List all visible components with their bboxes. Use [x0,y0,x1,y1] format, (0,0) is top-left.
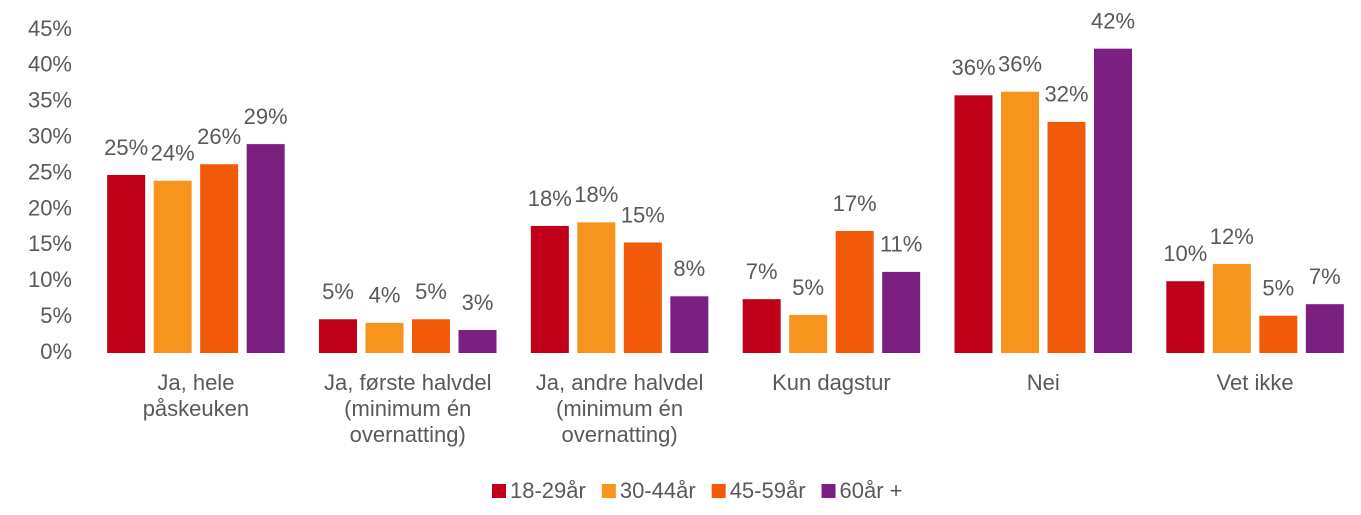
data-label: 7% [1309,264,1341,289]
data-label: 5% [322,279,354,304]
legend-swatch [492,484,506,498]
y-tick-label: 25% [28,159,72,184]
bar [1212,263,1251,353]
bar [954,95,993,353]
bar [1259,315,1298,353]
x-tick-label: Kun dagstur [772,370,891,395]
bar [1094,48,1132,353]
data-label: 15% [621,202,665,227]
data-label: 18% [528,186,572,211]
legend-swatch [601,484,616,498]
legend-swatch [821,484,836,498]
data-label: 7% [746,259,778,284]
legend-label: 18-29år [510,478,586,503]
data-label: 3% [462,290,494,315]
x-tick-label: Vet ikke [1216,370,1294,395]
bar [412,319,450,353]
data-label: 36% [951,55,995,80]
bar [789,314,828,353]
bar [835,230,874,353]
bar [742,299,781,353]
data-label: 11% [880,232,922,257]
data-label: 24% [151,141,195,166]
bar [246,144,285,353]
bar [1001,91,1039,354]
legend-swatch [711,484,726,498]
x-tick-label: Ja, første halvdel (minimum én overnatti… [323,370,492,447]
bar [530,225,569,353]
data-label: 25% [104,135,148,160]
y-tick-label: 45% [28,16,72,41]
bar [107,174,146,353]
bar [1166,281,1205,353]
data-label: 18% [574,182,618,207]
data-label: 4% [369,283,401,308]
x-tick-label: Ja, hele påskeuken [142,370,250,421]
data-label: 32% [1044,82,1088,107]
data-label: 5% [415,279,447,304]
bar [365,322,404,353]
legend-label: 60år + [840,478,903,503]
bar [577,222,616,353]
bar [882,271,921,353]
data-label: 29% [244,104,288,129]
data-label: 17% [833,191,877,216]
y-tick-label: 20% [28,195,72,220]
legend-label: 30-44år [620,478,696,503]
data-label: 5% [792,275,824,300]
legend-label: 45-59år [730,478,806,503]
data-label: 36% [998,52,1042,77]
y-tick-label: 35% [28,88,72,113]
y-tick-label: 0% [40,339,72,364]
bar [1047,121,1086,354]
data-label: 12% [1210,224,1254,249]
y-tick-label: 15% [28,231,72,256]
x-tick-label: Ja, andre halvdel (minimum én overnattin… [535,370,704,447]
y-tick-label: 30% [28,123,72,148]
bar [670,296,709,353]
data-label: 8% [673,256,705,281]
data-label: 10% [1163,241,1207,266]
y-tick-label: 5% [40,303,72,328]
x-tick-label: Nei [1026,370,1060,395]
bar [623,242,662,353]
bar [200,164,239,353]
bar [319,319,357,353]
data-label: 42% [1091,8,1135,33]
y-tick-label: 10% [28,267,72,292]
bar [153,180,192,353]
data-label: 5% [1262,275,1294,300]
y-tick-label: 40% [28,52,72,77]
data-label: 26% [197,124,241,149]
bar [458,330,497,353]
bar [1305,304,1344,353]
